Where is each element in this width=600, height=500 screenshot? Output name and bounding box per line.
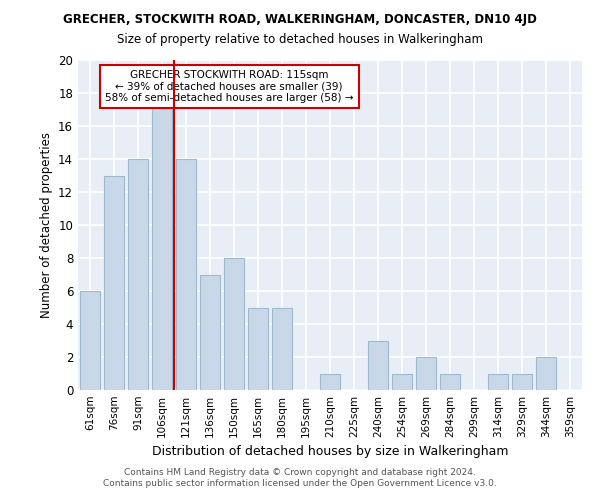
Bar [536, 357, 556, 390]
X-axis label: Distribution of detached houses by size in Walkeringham: Distribution of detached houses by size … [152, 446, 508, 458]
Bar [128, 159, 148, 390]
Bar [272, 308, 292, 390]
Bar [320, 374, 340, 390]
Bar [488, 374, 508, 390]
Bar [200, 274, 220, 390]
Bar [416, 357, 436, 390]
Bar [440, 374, 460, 390]
Text: GRECHER STOCKWITH ROAD: 115sqm
← 39% of detached houses are smaller (39)
58% of : GRECHER STOCKWITH ROAD: 115sqm ← 39% of … [105, 70, 353, 103]
Bar [368, 340, 388, 390]
Text: Size of property relative to detached houses in Walkeringham: Size of property relative to detached ho… [117, 32, 483, 46]
Text: GRECHER, STOCKWITH ROAD, WALKERINGHAM, DONCASTER, DN10 4JD: GRECHER, STOCKWITH ROAD, WALKERINGHAM, D… [63, 12, 537, 26]
Bar [176, 159, 196, 390]
Bar [248, 308, 268, 390]
Bar [224, 258, 244, 390]
Bar [152, 76, 172, 390]
Text: Contains HM Land Registry data © Crown copyright and database right 2024.
Contai: Contains HM Land Registry data © Crown c… [103, 468, 497, 487]
Bar [104, 176, 124, 390]
Y-axis label: Number of detached properties: Number of detached properties [40, 132, 53, 318]
Bar [80, 291, 100, 390]
Bar [512, 374, 532, 390]
Bar [392, 374, 412, 390]
